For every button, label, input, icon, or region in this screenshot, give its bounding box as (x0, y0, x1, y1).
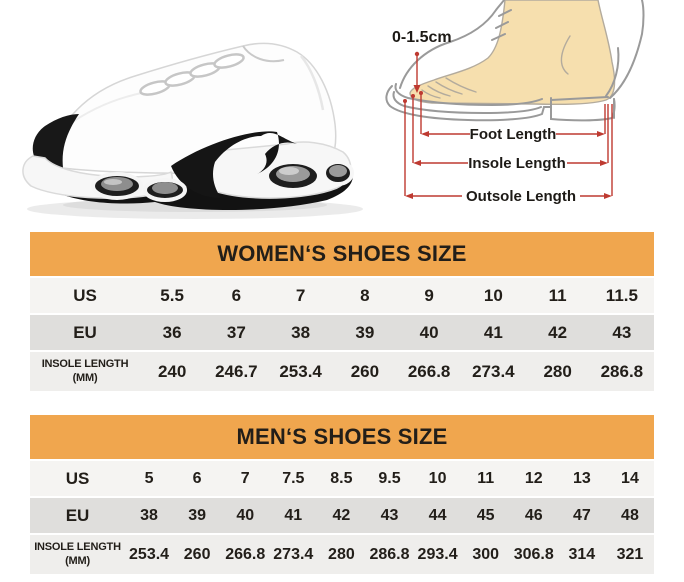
size-cell: 260 (350, 361, 380, 381)
size-cell: 293.4 (417, 545, 458, 563)
womens-table-rows: US 5.5 6 7 8 9 10 11 11.5 EU 36 37 38 39 40 41 42 43 INSOL… (30, 278, 654, 391)
size-cell: 300 (472, 545, 500, 563)
size-cell: 38 (291, 322, 311, 342)
sneaker-illustration (22, 42, 363, 219)
size-cell: 9.5 (378, 469, 401, 487)
size-cell: 240 (157, 361, 187, 381)
row-label: US (73, 285, 97, 305)
row-label: EU (73, 322, 97, 342)
mens-table-title: MEN‘S SHOES SIZE (30, 415, 654, 459)
air-bubbles (91, 160, 354, 202)
size-cell: 7.5 (282, 469, 305, 487)
size-cell: 5 (144, 469, 154, 487)
size-cell: 42 (332, 506, 351, 524)
size-cell: 39 (188, 506, 207, 524)
row-label: EU (65, 505, 90, 525)
mens-table-rows: US 5 6 7 7.5 8.5 9.5 10 11 12 13 14 EU 38 39 40 41 42 43 44… (30, 461, 654, 574)
size-cell: 11 (548, 285, 567, 305)
size-cell: 40 (236, 506, 255, 524)
size-cell: 8 (360, 285, 370, 305)
size-cell: 45 (476, 506, 495, 524)
size-cell: 7 (240, 469, 250, 487)
size-cell: 246.7 (215, 361, 258, 381)
size-cell: 266.8 (225, 545, 266, 563)
size-cell: 6 (192, 469, 202, 487)
size-cell: 273.4 (472, 361, 515, 381)
size-cell: 5.5 (160, 285, 184, 305)
row-sublabel: (MM) (65, 554, 90, 567)
size-cell: 46 (524, 506, 543, 524)
row-sublabel: (MM) (72, 371, 98, 384)
size-cell: 253.4 (279, 361, 322, 381)
size-cell: 36 (162, 322, 182, 342)
mens-size-table: MEN‘S SHOES SIZE US 5 6 7 7.5 8.5 9.5 10 11 12 13 1… (30, 415, 654, 574)
size-cell: 43 (380, 506, 399, 524)
size-cell: 321 (616, 545, 644, 563)
size-cell: 280 (328, 545, 355, 563)
shoe-upper (48, 42, 337, 175)
foot-length-label: Foot Length (470, 126, 557, 143)
toe-gap-label: 0-1.5cm (392, 29, 452, 46)
hero-section: 0-1.5cm Foot Length Insole Length Outsol… (0, 0, 684, 232)
size-cell: 286.8 (369, 545, 410, 563)
size-cell: 273.4 (273, 545, 314, 563)
womens-row-us: US 5.5 6 7 8 9 10 11 11.5 (30, 278, 654, 313)
size-cell: 41 (483, 322, 503, 342)
size-cell: 12 (524, 469, 543, 487)
size-cell: 48 (621, 506, 639, 524)
size-cell: 280 (543, 361, 572, 381)
measurement-lines (403, 51, 613, 199)
womens-size-table: WOMEN‘S SHOES SIZE US 5.5 6 7 8 9 10 11 11.5 EU 36… (30, 232, 654, 391)
size-cell: 306.8 (513, 545, 554, 563)
size-cell: 44 (428, 506, 447, 524)
size-cell: 9 (424, 285, 434, 305)
size-cell: 41 (284, 506, 303, 524)
mens-row-insole: INSOLE LENGTH (MM) 253.4 260 266.8 273.4 280 28… (30, 535, 654, 574)
size-cell: 266.8 (407, 361, 451, 381)
row-label: INSOLE LENGTH (MM) (30, 541, 125, 567)
size-cell: 43 (612, 322, 632, 342)
size-cell: 314 (568, 545, 596, 563)
size-cell: 8.5 (330, 469, 353, 487)
black-toe-cap (32, 114, 79, 171)
row-label: INSOLE LENGTH (MM) (30, 358, 140, 384)
size-cell: 286.8 (600, 361, 644, 381)
size-cell: 40 (419, 322, 439, 342)
black-shank (171, 131, 297, 198)
womens-row-insole: INSOLE LENGTH (MM) 240 246.7 253.4 260 266.8 27… (30, 352, 654, 391)
size-cell: 42 (548, 322, 568, 342)
sneaker-photo (2, 4, 368, 226)
row-label: US (65, 468, 90, 488)
size-cell: 39 (355, 322, 375, 342)
womens-row-eu: EU 36 37 38 39 40 41 42 43 (30, 315, 654, 350)
size-cell: 14 (621, 469, 639, 487)
size-cell: 10 (428, 469, 447, 487)
mens-row-us: US 5 6 7 7.5 8.5 9.5 10 11 12 13 14 (30, 461, 654, 496)
size-cell: 253.4 (129, 545, 170, 563)
size-cell: 11 (477, 469, 495, 487)
womens-table-title: WOMEN‘S SHOES SIZE (30, 232, 654, 276)
mens-row-eu: EU 38 39 40 41 42 43 44 45 46 47 48 (30, 498, 654, 533)
size-cell: 10 (483, 285, 503, 305)
foot-measurement-diagram: 0-1.5cm Foot Length Insole Length Outsol… (384, 0, 684, 218)
size-cell: 7 (295, 285, 306, 305)
laces (139, 53, 245, 96)
foot-diagram-svg: 0-1.5cm Foot Length Insole Length Outsol… (385, 0, 645, 205)
insole-length-label: Insole Length (468, 155, 566, 172)
size-cell: 6 (231, 285, 242, 305)
size-cell: 38 (140, 506, 158, 524)
size-cell: 37 (226, 322, 246, 342)
outsole-length-label: Outsole Length (466, 188, 576, 205)
size-cell: 13 (572, 469, 591, 487)
size-cell: 47 (572, 506, 591, 524)
size-cell: 11.5 (605, 285, 638, 305)
size-cell: 260 (183, 545, 211, 563)
foot-shape (409, 0, 616, 106)
